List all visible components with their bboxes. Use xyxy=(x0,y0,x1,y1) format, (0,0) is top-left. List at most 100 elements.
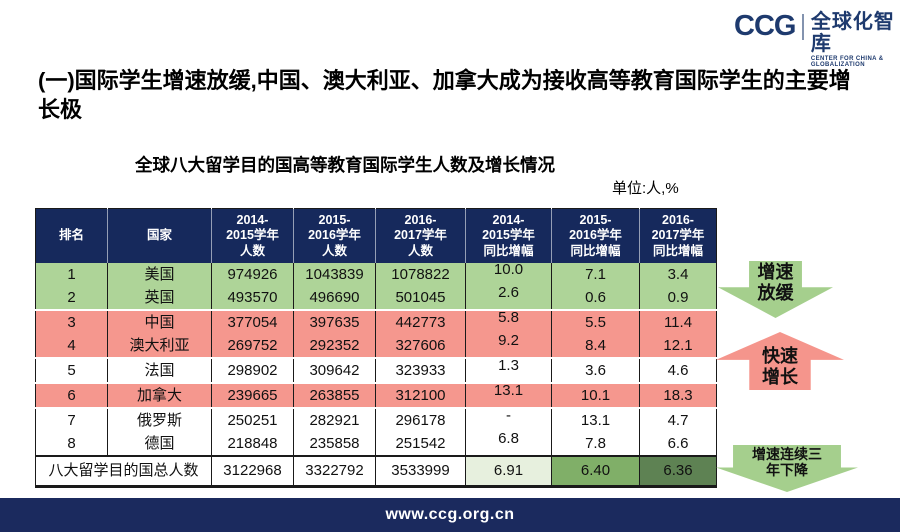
rank-cell: 3 xyxy=(35,309,108,334)
count-cell: 218848 xyxy=(211,432,294,456)
count-cell: 493570 xyxy=(211,286,294,310)
growth-cell: 18.3 xyxy=(639,382,717,408)
growth-cell: - xyxy=(465,407,552,432)
logo-cn-name: 全球化智库 xyxy=(810,11,895,55)
growth-cell: 3.4 xyxy=(639,263,717,286)
growth-cell: 0.6 xyxy=(551,286,640,310)
logo-ccg-text: CCG xyxy=(734,10,796,42)
total-row: 八大留学目的国总人数 3122968 3322792 3533999 6.91 … xyxy=(35,455,717,488)
col-header-count-2014: 2014- 2015学年 人数 xyxy=(211,208,294,263)
table-row: 6 加拿大 239665 263855 312100 13.1 10.1 18.… xyxy=(35,382,717,408)
header-row: 排名 国家 2014- 2015学年 人数 2015- 2016学年 人数 20… xyxy=(35,208,717,263)
growth-value: 1.3 xyxy=(498,357,519,374)
growth-cell: 1.3 xyxy=(465,357,552,383)
count-cell: 298902 xyxy=(211,357,294,383)
count-cell: 296178 xyxy=(375,407,466,432)
table-header: 排名 国家 2014- 2015学年 人数 2015- 2016学年 人数 20… xyxy=(35,208,717,263)
annotation-label: 增速连续三 年下降 xyxy=(752,446,822,478)
growth-value: 13.1 xyxy=(493,382,524,399)
footer-bar: www.ccg.org.cn xyxy=(0,498,900,532)
count-cell: 323933 xyxy=(375,357,466,383)
col-header-growth-2016: 2016- 2017学年 同比增幅 xyxy=(639,208,717,263)
growth-cell: 4.6 xyxy=(639,357,717,383)
growth-cell: 6.6 xyxy=(639,432,717,456)
col-header-growth-2014: 2014- 2015学年 同比增幅 xyxy=(465,208,552,263)
annotation-label: 快速 增长 xyxy=(762,346,798,387)
growth-cell: 13.1 xyxy=(551,407,640,432)
country-cell: 加拿大 xyxy=(107,382,212,408)
growth-cell: 6.8 xyxy=(465,430,552,456)
col-header-country: 国家 xyxy=(107,208,212,263)
total-count-cell: 3322792 xyxy=(293,455,376,488)
annotation-rapid-growth: 快速 增长 xyxy=(716,332,844,390)
table-row: 5 法国 298902 309642 323933 1.3 3.6 4.6 xyxy=(35,357,717,383)
growth-cell: 12.1 xyxy=(639,334,717,358)
student-data-table: 排名 国家 2014- 2015学年 人数 2015- 2016学年 人数 20… xyxy=(35,208,717,488)
rank-cell: 2 xyxy=(35,286,108,310)
table-row: 4 澳大利亚 269752 292352 327606 9.2 8.4 12.1 xyxy=(35,332,717,358)
table-title: 全球八大留学目的国高等教育国际学生人数及增长情况 xyxy=(135,155,555,175)
rank-cell: 6 xyxy=(35,382,108,408)
col-header-count-2016: 2016- 2017学年 人数 xyxy=(375,208,466,263)
count-cell: 292352 xyxy=(293,334,376,358)
logo-en-name: CENTER FOR CHINA & GLOBALIZATION xyxy=(810,56,884,68)
slide-title: (一)国际学生增速放缓,中国、澳大利亚、加拿大成为接收高等教育国际学生的主要增长… xyxy=(38,68,851,122)
rank-cell: 4 xyxy=(35,334,108,358)
col-header-growth-2015: 2015- 2016学年 同比增幅 xyxy=(551,208,640,263)
growth-cell: 5.5 xyxy=(551,309,640,334)
count-cell: 282921 xyxy=(293,407,376,432)
growth-cell: 3.6 xyxy=(551,357,640,383)
rank-cell: 8 xyxy=(67,435,76,452)
growth-cell: 8.4 xyxy=(551,334,640,358)
annotation-slowdown: 增速 放缓 xyxy=(718,261,833,318)
growth-cell: 7.8 xyxy=(551,432,640,456)
unit-label: 单位:人,% xyxy=(612,180,679,197)
growth-value: 9.2 xyxy=(498,332,519,349)
growth-cell: 5.8 xyxy=(465,309,552,334)
count-cell: 377054 xyxy=(211,309,294,334)
count-cell: 312100 xyxy=(375,382,466,408)
count-cell: 309642 xyxy=(293,357,376,383)
country-cell: 美国 xyxy=(107,263,212,286)
growth-cell: 9.2 xyxy=(465,332,552,358)
count-cell: 496690 xyxy=(293,286,376,310)
total-growth-cell: 6.36 xyxy=(639,455,717,488)
growth-cell: 11.4 xyxy=(639,309,717,334)
growth-cell: 10.0 xyxy=(465,261,552,286)
total-count-cell: 3122968 xyxy=(211,455,294,488)
count-cell: 974926 xyxy=(211,263,294,286)
total-growth-cell: 6.91 xyxy=(465,455,552,488)
growth-cell: 2.6 xyxy=(465,284,552,310)
count-cell: 1043839 xyxy=(293,263,376,286)
country-cell: 法国 xyxy=(107,357,212,383)
logo-names: 全球化智库 CENTER FOR CHINA & GLOBALIZATION xyxy=(811,11,900,68)
growth-value: 5.8 xyxy=(498,309,519,326)
country-cell: 俄罗斯 xyxy=(107,407,212,432)
rank-cell: 1 xyxy=(35,263,108,286)
ccg-logo: CCG 全球化智库 CENTER FOR CHINA & GLOBALIZATI… xyxy=(734,11,900,68)
growth-cell: 10.1 xyxy=(551,382,640,408)
annotation-label: 增速 放缓 xyxy=(757,262,794,303)
count-cell: 327606 xyxy=(375,334,466,358)
table-row: 7 俄罗斯 250251 282921 296178 - 13.1 4.7 xyxy=(35,407,717,432)
growth-value: 10.0 xyxy=(493,261,524,278)
count-cell: 397635 xyxy=(293,309,376,334)
logo-divider xyxy=(802,14,804,40)
count-cell: 251542 xyxy=(375,432,466,456)
growth-cell: 0.9 xyxy=(639,286,717,310)
total-growth-cell: 6.40 xyxy=(551,455,640,488)
count-cell: 269752 xyxy=(211,334,294,358)
growth-value: 2.6 xyxy=(498,284,519,301)
footer-url: www.ccg.org.cn xyxy=(385,506,515,523)
count-cell: 263855 xyxy=(293,382,376,408)
rank-cell: 7 xyxy=(35,407,108,432)
count-cell: 501045 xyxy=(375,286,466,310)
country-cell: 德国 xyxy=(107,432,212,456)
count-cell: 1078822 xyxy=(375,263,466,286)
growth-cell: 13.1 xyxy=(465,382,552,408)
rank-cell: 5 xyxy=(35,357,108,383)
country-cell: 英国 xyxy=(107,286,212,310)
count-cell: 250251 xyxy=(211,407,294,432)
total-label: 八大留学目的国总人数 xyxy=(35,455,212,488)
